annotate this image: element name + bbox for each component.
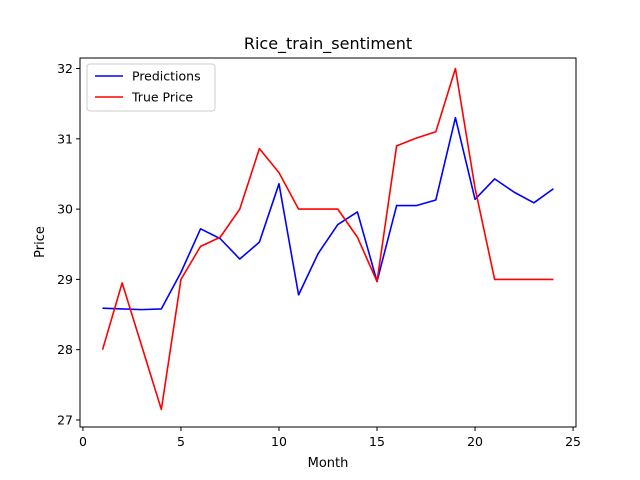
y-axis: 27 28 29 30 31 32 [57, 61, 80, 427]
y-tick-label: 31 [57, 131, 73, 146]
y-tick-label: 32 [57, 61, 73, 76]
y-tick-label: 30 [57, 202, 73, 217]
x-tick-label: 10 [271, 434, 287, 449]
legend-label-true-price: True Price [131, 90, 193, 105]
y-tick-label: 28 [57, 342, 73, 357]
x-tick-label: 0 [79, 434, 87, 449]
plot-area [79, 57, 577, 428]
legend: Predictions True Price [86, 63, 216, 112]
series-layer [101, 67, 554, 411]
x-axis: 0 5 10 15 20 25 [79, 427, 581, 449]
x-axis-label: Month [308, 456, 349, 471]
series-line-true-price [101, 67, 554, 411]
y-tick-label: 27 [57, 412, 73, 427]
y-axis-label: Price [33, 226, 48, 258]
x-tick-label: 20 [467, 434, 483, 449]
y-tick-label: 29 [57, 272, 73, 287]
series-line-predictions [102, 116, 554, 311]
chart-title: Rice_train_sentiment [244, 34, 412, 54]
x-tick-label: 25 [565, 434, 581, 449]
x-tick-label: 5 [177, 434, 185, 449]
x-tick-label: 15 [369, 434, 385, 449]
legend-label-predictions: Predictions [132, 69, 201, 84]
